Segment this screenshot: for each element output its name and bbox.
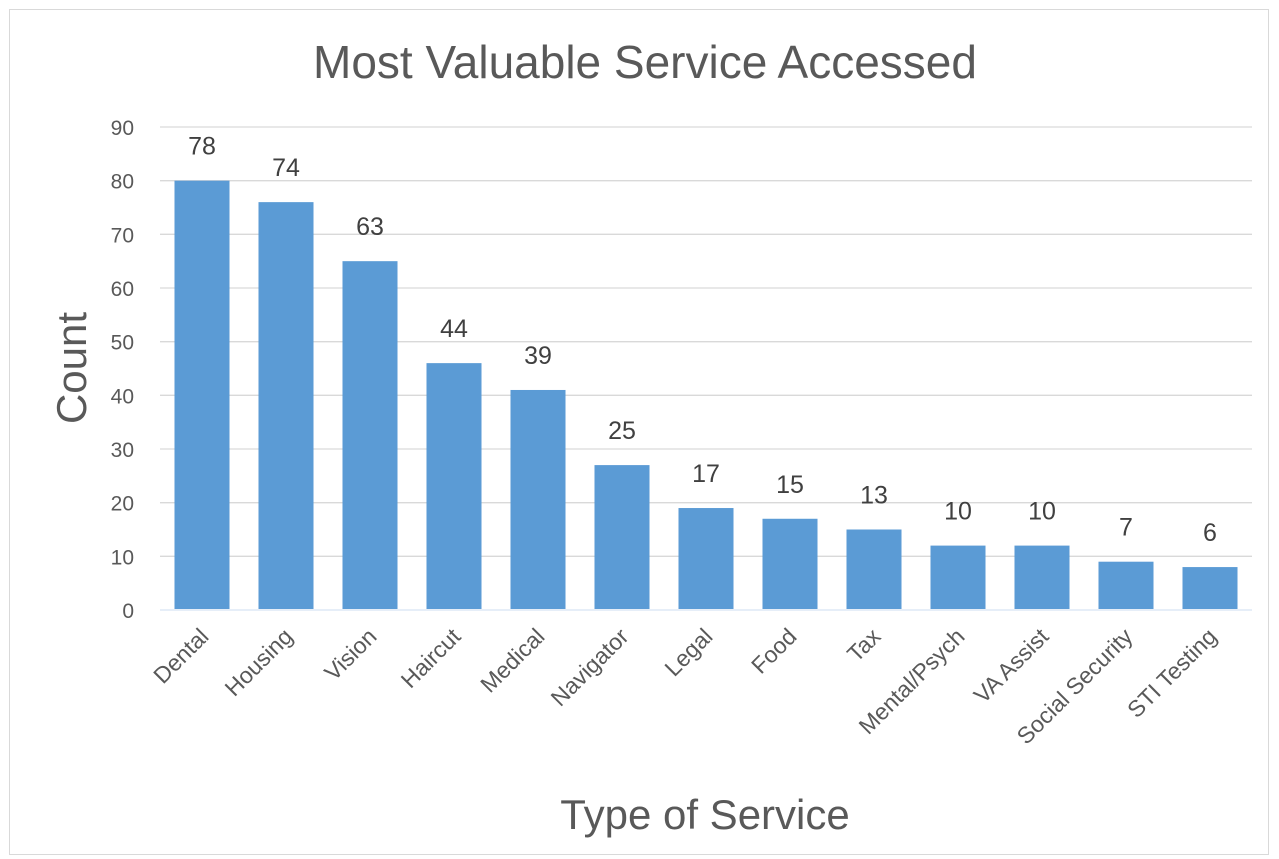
bar	[510, 389, 566, 610]
x-tick-label: Legal	[659, 623, 717, 681]
data-label: 10	[1028, 498, 1056, 526]
bar	[930, 545, 986, 610]
x-tick-label: Dental	[148, 623, 213, 688]
bar	[846, 529, 902, 610]
data-label: 44	[440, 315, 468, 343]
y-tick-label: 30	[111, 439, 134, 462]
data-label: 17	[692, 460, 720, 488]
bar	[594, 465, 650, 610]
chart-title: Most Valuable Service Accessed	[313, 36, 977, 88]
bar	[426, 363, 482, 610]
bar	[342, 261, 398, 610]
y-tick-label: 0	[122, 600, 134, 623]
data-label: 7	[1119, 514, 1133, 542]
data-label: 63	[356, 213, 384, 241]
data-label: 6	[1203, 519, 1217, 547]
x-tick-label: Housing	[219, 623, 297, 701]
y-axis-title: Count	[48, 312, 95, 424]
y-tick-label: 90	[111, 117, 134, 140]
x-tick-label: Haircut	[396, 623, 466, 693]
data-label: 78	[188, 133, 216, 161]
data-label: 25	[608, 417, 636, 445]
bar	[1182, 567, 1238, 610]
y-tick-label: 40	[111, 385, 134, 408]
x-axis-title: Type of Service	[560, 791, 849, 838]
bar	[762, 518, 818, 610]
bar	[678, 508, 734, 610]
data-label: 13	[860, 482, 888, 510]
bar	[174, 180, 230, 610]
bar	[258, 202, 314, 610]
y-tick-label: 70	[111, 224, 134, 247]
y-tick-label: 50	[111, 332, 134, 355]
y-tick-label: 80	[111, 171, 134, 194]
x-tick-label: Navigator	[546, 623, 634, 711]
x-tick-label: Tax	[842, 623, 886, 667]
x-tick-label: Medical	[475, 623, 549, 697]
x-tick-label: Food	[746, 623, 801, 678]
data-label: 39	[524, 342, 552, 370]
x-tick-label: Vision	[319, 623, 381, 685]
x-tick-label: STI Testing	[1122, 623, 1221, 722]
y-tick-label: 10	[111, 546, 134, 569]
y-tick-label: 20	[111, 493, 134, 516]
bar	[1098, 561, 1154, 610]
data-label: 15	[776, 471, 804, 499]
y-tick-label: 60	[111, 278, 134, 301]
bar	[1014, 545, 1070, 610]
data-label: 10	[944, 498, 972, 526]
data-label: 74	[272, 154, 300, 182]
x-tick-label: VA Assist	[969, 623, 1054, 708]
